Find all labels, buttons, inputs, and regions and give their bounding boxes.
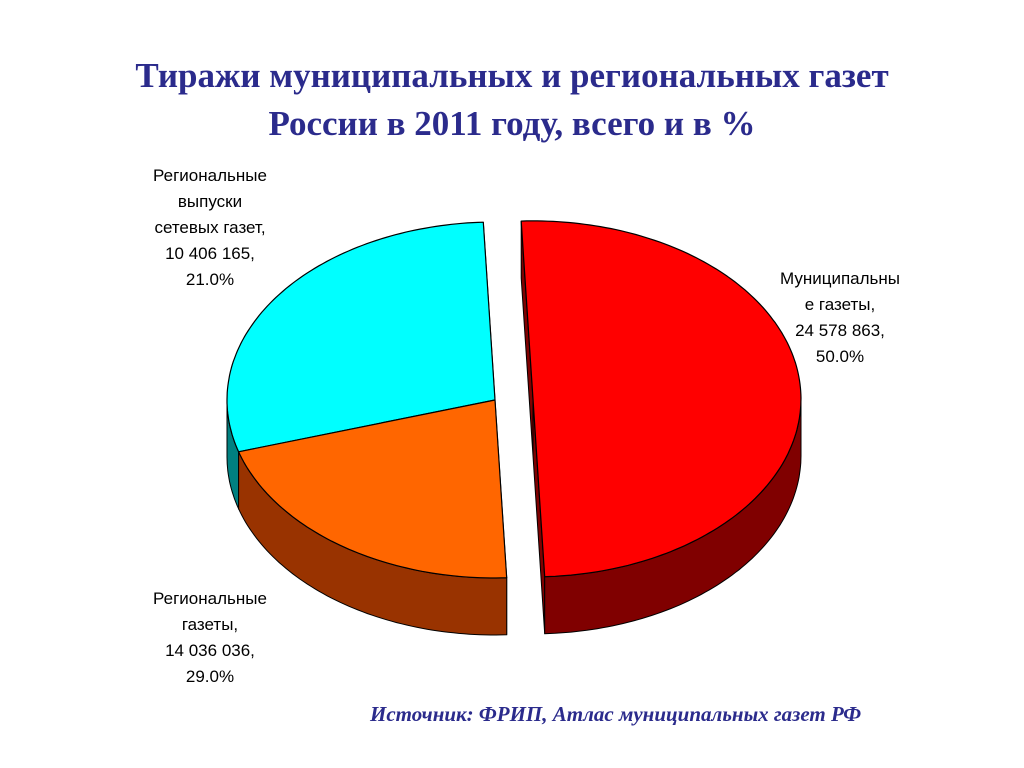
chart-title-line-2: России в 2011 году, всего и в %: [268, 104, 756, 143]
slice-label-regional-line-2: газеты,: [181, 615, 239, 634]
slice-label-regional-percent: 29.0%: [185, 667, 235, 686]
pie-slice-network: [238, 399, 508, 579]
slice-label-network-line-3: сетевых газет,: [154, 218, 266, 237]
chart-title-line-1: Тиражи муниципальных и региональных газе…: [135, 56, 889, 95]
slice-label-network-percent: 21.0%: [185, 270, 235, 289]
slice-label-network-value: 10 406 165,: [165, 244, 255, 263]
slice-label-regional: Региональные газеты, 14 036 036, 29.0%: [120, 586, 300, 690]
pie-slice-municipal: [520, 220, 802, 578]
slice-label-network-line-1: Региональные: [153, 166, 267, 185]
pie-tops: [226, 220, 802, 579]
chart-title: Тиражи муниципальных и региональных газе…: [40, 52, 984, 148]
slice-label-municipal-line-1: Муниципальны: [779, 269, 900, 288]
pie-slice-regional: [226, 221, 496, 453]
slice-label-regional-line-1: Региональные: [153, 589, 267, 608]
slice-label-municipal-value: 24 578 863,: [795, 321, 885, 340]
slice-label-regional-value: 14 036 036,: [165, 641, 255, 660]
slice-label-network: Региональные выпуски сетевых газет, 10 4…: [120, 163, 300, 293]
slice-label-municipal-line-2: е газеты,: [804, 295, 876, 314]
slice-label-municipal-percent: 50.0%: [815, 347, 865, 366]
slice-label-municipal: Муниципальны е газеты, 24 578 863, 50.0%: [750, 266, 930, 370]
source-note: Источник: ФРИП, Атлас муниципальных газе…: [370, 702, 862, 726]
slice-label-network-line-2: выпуски: [177, 192, 243, 211]
